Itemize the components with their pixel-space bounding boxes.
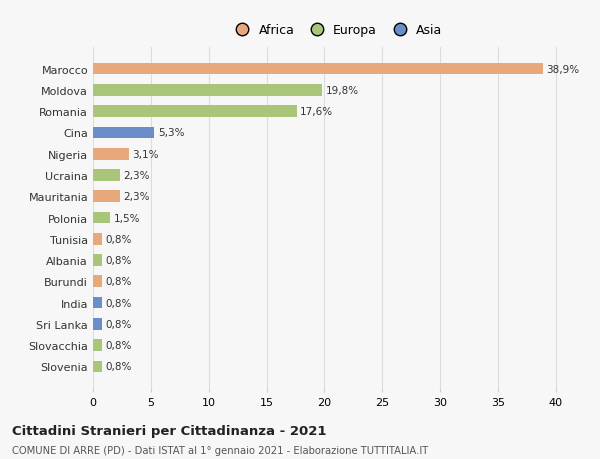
Text: 0,8%: 0,8% <box>106 298 132 308</box>
Bar <box>93 276 102 287</box>
Bar <box>93 127 154 139</box>
Bar <box>93 297 102 309</box>
Bar <box>93 149 129 160</box>
Bar <box>93 64 543 75</box>
Text: 2,3%: 2,3% <box>123 192 149 202</box>
Bar <box>93 255 102 266</box>
Bar <box>93 318 102 330</box>
Text: 0,8%: 0,8% <box>106 277 132 287</box>
Bar <box>93 234 102 245</box>
Bar <box>93 361 102 372</box>
Text: 17,6%: 17,6% <box>300 107 333 117</box>
Text: 0,8%: 0,8% <box>106 362 132 372</box>
Text: 0,8%: 0,8% <box>106 256 132 265</box>
Text: 1,5%: 1,5% <box>114 213 140 223</box>
Text: 2,3%: 2,3% <box>123 171 149 180</box>
Text: Cittadini Stranieri per Cittadinanza - 2021: Cittadini Stranieri per Cittadinanza - 2… <box>12 425 326 437</box>
Text: 0,8%: 0,8% <box>106 234 132 244</box>
Bar <box>93 85 322 96</box>
Legend: Africa, Europa, Asia: Africa, Europa, Asia <box>226 21 446 41</box>
Text: 5,3%: 5,3% <box>158 128 184 138</box>
Text: 0,8%: 0,8% <box>106 319 132 329</box>
Text: 19,8%: 19,8% <box>326 86 359 95</box>
Bar <box>93 106 296 118</box>
Text: 38,9%: 38,9% <box>547 64 580 74</box>
Bar <box>93 170 119 181</box>
Bar <box>93 340 102 351</box>
Text: 3,1%: 3,1% <box>133 149 159 159</box>
Text: 0,8%: 0,8% <box>106 341 132 350</box>
Text: COMUNE DI ARRE (PD) - Dati ISTAT al 1° gennaio 2021 - Elaborazione TUTTITALIA.IT: COMUNE DI ARRE (PD) - Dati ISTAT al 1° g… <box>12 445 428 455</box>
Bar <box>93 191 119 202</box>
Bar <box>93 212 110 224</box>
